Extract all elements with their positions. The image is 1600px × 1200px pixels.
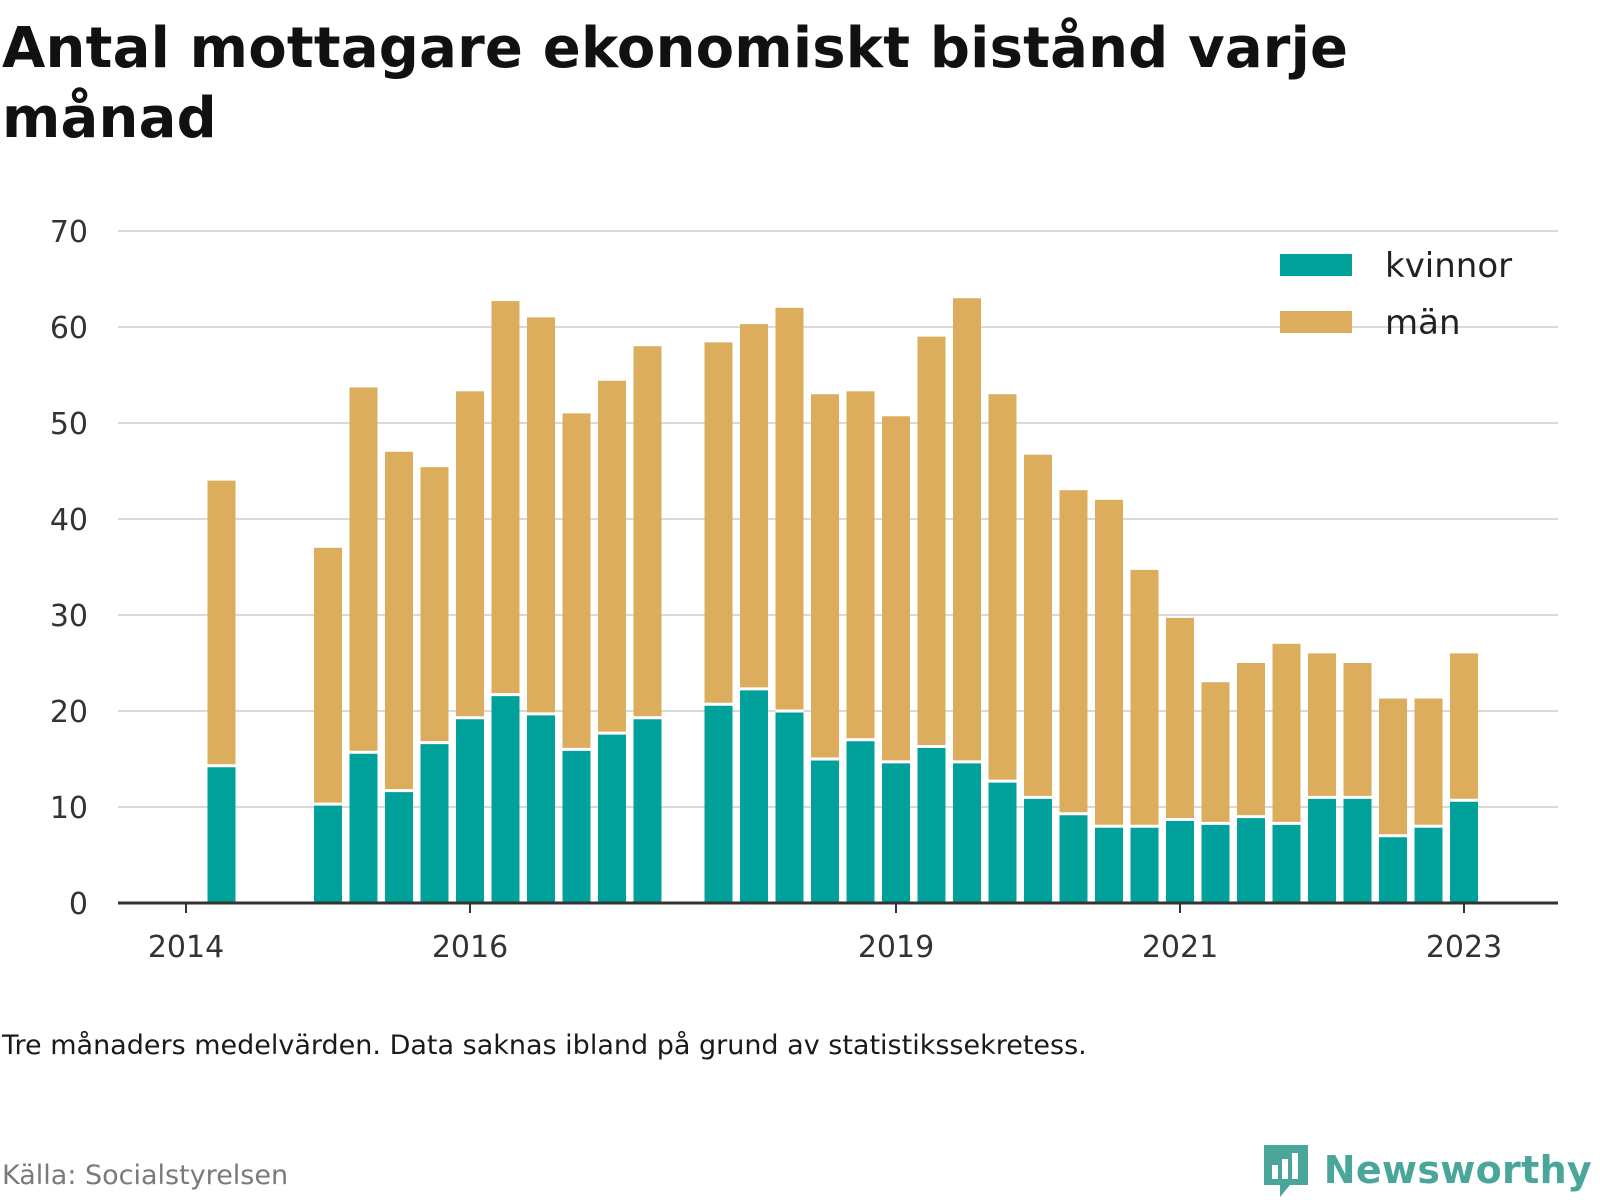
x-tick-label: 2019: [858, 930, 934, 965]
bar-man: [598, 380, 626, 734]
bar-man: [1059, 490, 1088, 814]
bar-man: [882, 416, 910, 762]
bar-kvinnor: [207, 765, 236, 903]
bar-man: [1414, 698, 1443, 827]
bar-man: [562, 413, 591, 750]
bar-man: [491, 301, 520, 695]
bar-kvinnor: [1201, 823, 1230, 903]
y-tick-label: 10: [50, 791, 88, 826]
bar-kvinnor: [1308, 797, 1336, 903]
bar-man: [456, 391, 484, 718]
bar-kvinnor: [988, 781, 1017, 903]
bar-kvinnor: [633, 717, 662, 903]
legend: kvinnor män: [1280, 246, 1512, 343]
legend-label: kvinnor: [1385, 246, 1512, 286]
bar-kvinnor: [953, 761, 981, 903]
bar-man: [1166, 617, 1194, 820]
bar-kvinnor: [1059, 813, 1088, 903]
bar-kvinnor: [562, 749, 591, 903]
bar-man: [1095, 499, 1123, 827]
bar-man: [1024, 454, 1052, 798]
bar-kvinnor: [598, 733, 626, 903]
bar-man: [1237, 663, 1265, 817]
bar-man: [1308, 653, 1336, 798]
bar-man: [385, 451, 413, 791]
bar-kvinnor: [882, 761, 910, 903]
bar-kvinnor: [385, 790, 413, 903]
bar-man: [1450, 653, 1478, 801]
x-axis: 2014 2016 2019 2021 2023: [118, 901, 1558, 965]
brand-logo: Newsworthy: [1260, 1140, 1592, 1200]
y-tick-label: 30: [50, 599, 88, 634]
bar-man: [988, 394, 1017, 782]
y-tick-label: 60: [50, 311, 88, 346]
bar-kvinnor: [491, 694, 520, 903]
brand-name: Newsworthy: [1323, 1148, 1592, 1192]
bar-kvinnor: [1130, 826, 1159, 903]
bar-man: [1379, 698, 1407, 836]
chart-note: Tre månaders medelvärden. Data saknas ib…: [2, 1030, 1087, 1061]
y-tick-label: 0: [69, 887, 88, 922]
bar-man: [1343, 663, 1372, 798]
x-tick-label: 2014: [148, 930, 224, 965]
x-tick-label: 2021: [1142, 930, 1218, 965]
legend-swatch: [1280, 311, 1352, 333]
bar-kvinnor: [1095, 826, 1123, 903]
bar-man: [314, 547, 342, 805]
bar-man: [1201, 682, 1230, 824]
bar-man: [633, 346, 662, 718]
bar-kvinnor: [704, 704, 733, 903]
chart-title: Antal mottagare ekonomiskt bistånd varje…: [2, 16, 1349, 151]
y-tick-label: 50: [50, 407, 88, 442]
bar-kvinnor: [1272, 823, 1301, 903]
bar-kvinnor: [1414, 826, 1443, 903]
bar-man: [740, 324, 768, 689]
bar-man: [704, 342, 733, 705]
bars: [207, 298, 1478, 903]
bar-kvinnor: [1379, 835, 1407, 903]
bar-kvinnor: [775, 711, 804, 903]
bar-man: [775, 307, 804, 711]
bar-man: [953, 298, 981, 762]
bar-kvinnor: [456, 717, 484, 903]
source-credit: Källa: Socialstyrelsen: [2, 1160, 289, 1191]
bar-kvinnor: [527, 713, 555, 903]
chat-bubble-bar-chart-icon: [1263, 1145, 1308, 1197]
y-tick-label: 70: [50, 215, 88, 250]
bar-man: [1272, 643, 1301, 824]
stacked-bar-chart: 0 10 20 30 40 50 60 70 2014 2016 2019 2021 2023 kvi…: [50, 215, 1558, 965]
bar-man: [917, 336, 946, 747]
legend-swatch: [1280, 254, 1352, 276]
bar-kvinnor: [1343, 797, 1372, 903]
bar-kvinnor: [420, 742, 449, 903]
bar-kvinnor: [740, 688, 768, 903]
bar-kvinnor: [1450, 800, 1478, 903]
y-tick-label: 20: [50, 695, 88, 730]
bar-man: [207, 480, 236, 766]
legend-label: män: [1385, 303, 1461, 343]
bar-man: [1130, 569, 1159, 827]
bar-kvinnor: [349, 752, 378, 903]
bar-kvinnor: [314, 804, 342, 903]
bar-kvinnor: [917, 746, 946, 903]
bar-kvinnor: [1237, 816, 1265, 903]
bar-man: [420, 467, 449, 743]
bar-man: [349, 387, 378, 753]
bar-kvinnor: [1166, 819, 1194, 903]
bar-kvinnor: [1024, 797, 1052, 903]
y-tick-label: 40: [50, 503, 88, 538]
x-tick-label: 2023: [1426, 930, 1502, 965]
x-tick-label: 2016: [432, 930, 508, 965]
bar-kvinnor: [846, 739, 875, 903]
bar-man: [846, 391, 875, 740]
y-axis-tick-labels: 0 10 20 30 40 50 60 70: [50, 215, 88, 922]
bar-man: [811, 394, 839, 759]
bar-kvinnor: [811, 759, 839, 903]
bar-man: [527, 317, 555, 714]
